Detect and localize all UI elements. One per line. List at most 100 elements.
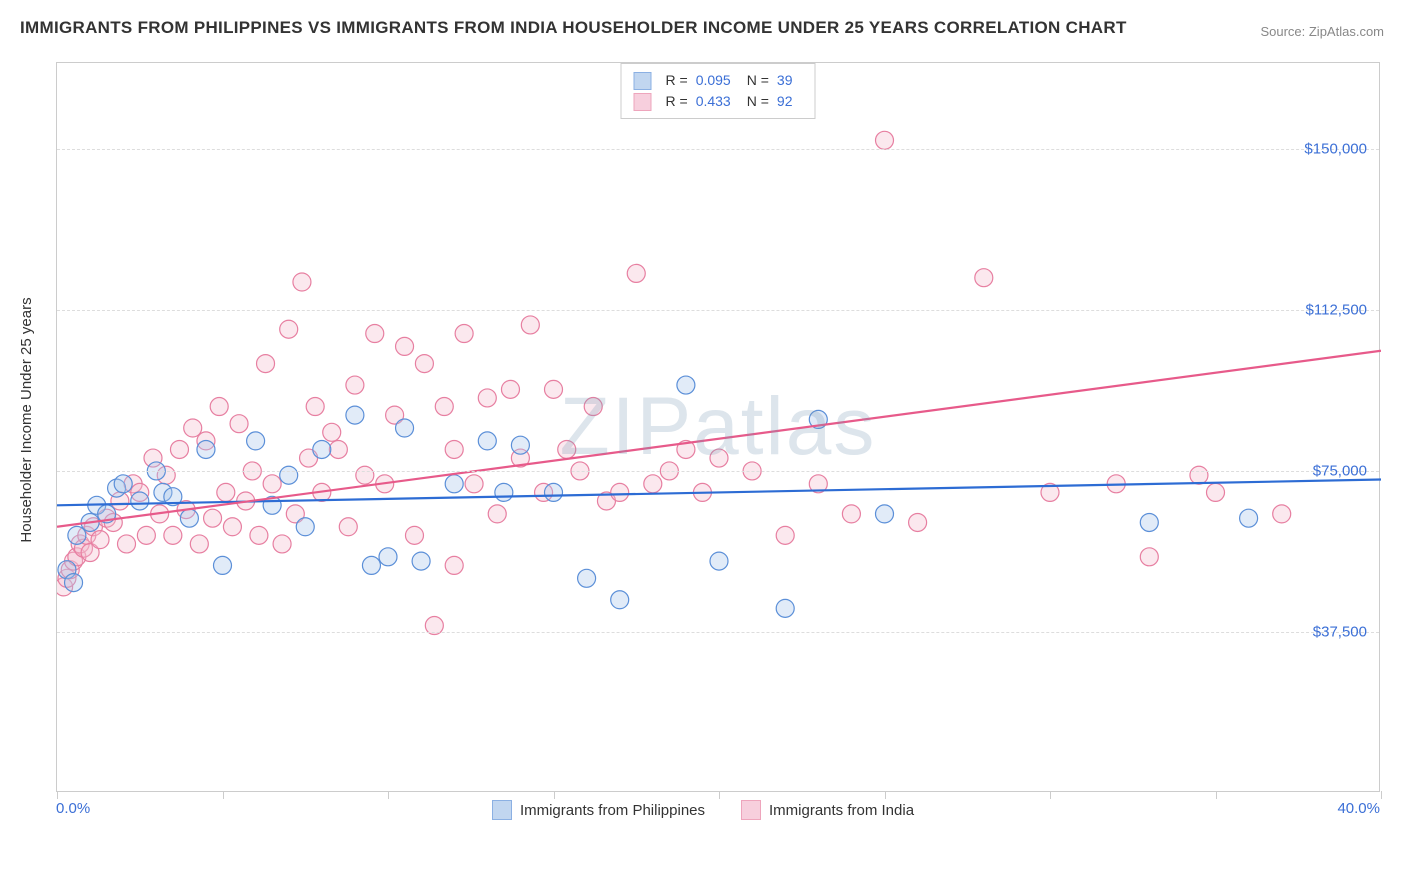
- data-point: [909, 513, 927, 531]
- data-point: [280, 320, 298, 338]
- stats-legend-row: R =0.095N =39: [634, 70, 803, 91]
- data-point: [465, 475, 483, 493]
- data-point: [1207, 483, 1225, 501]
- stats-legend: R = 0.095 N = 39R = 0.433 N = 92: [621, 63, 816, 119]
- data-point: [323, 423, 341, 441]
- data-point: [247, 432, 265, 450]
- data-point: [65, 574, 83, 592]
- data-point: [223, 518, 241, 536]
- legend-swatch: [634, 72, 652, 90]
- data-point: [356, 466, 374, 484]
- data-point: [455, 325, 473, 343]
- data-point: [501, 380, 519, 398]
- data-point: [339, 518, 357, 536]
- n-value: 92: [777, 91, 793, 112]
- n-label: N =: [747, 70, 769, 91]
- data-point: [975, 269, 993, 287]
- data-point: [346, 406, 364, 424]
- data-point: [558, 440, 576, 458]
- data-point: [545, 380, 563, 398]
- x-tick: [719, 791, 720, 799]
- n-label: N =: [747, 91, 769, 112]
- data-point: [611, 483, 629, 501]
- data-point: [677, 376, 695, 394]
- r-value: 0.095: [696, 70, 731, 91]
- data-point: [273, 535, 291, 553]
- data-point: [445, 556, 463, 574]
- data-point: [346, 376, 364, 394]
- legend-item: Immigrants from India: [741, 800, 914, 820]
- plot-area: ZIPatlas R =0.095N =39R =0.433N =92 $37,…: [56, 62, 1380, 792]
- data-point: [611, 591, 629, 609]
- data-point: [1140, 548, 1158, 566]
- data-point: [217, 483, 235, 501]
- chart-container: IMMIGRANTS FROM PHILIPPINES VS IMMIGRANT…: [0, 0, 1406, 892]
- x-tick: [1216, 791, 1217, 799]
- data-point: [257, 355, 275, 373]
- data-point: [263, 475, 281, 493]
- data-point: [495, 483, 513, 501]
- r-value: 0.433: [696, 91, 731, 112]
- data-point: [415, 355, 433, 373]
- data-point: [488, 505, 506, 523]
- data-point: [584, 398, 602, 416]
- data-point: [578, 569, 596, 587]
- data-point: [435, 398, 453, 416]
- x-tick: [223, 791, 224, 799]
- data-point: [329, 440, 347, 458]
- data-point: [627, 264, 645, 282]
- data-point: [776, 599, 794, 617]
- gridline: [57, 149, 1379, 150]
- data-point: [445, 440, 463, 458]
- data-point: [521, 316, 539, 334]
- legend-label: Immigrants from India: [769, 802, 914, 819]
- data-point: [842, 505, 860, 523]
- data-point: [396, 337, 414, 355]
- y-tick-label: $75,000: [1313, 462, 1367, 479]
- data-point: [197, 440, 215, 458]
- x-tick: [388, 791, 389, 799]
- data-point: [91, 531, 109, 549]
- legend-swatch: [741, 800, 761, 820]
- data-point: [1140, 513, 1158, 531]
- data-point: [296, 518, 314, 536]
- data-point: [118, 535, 136, 553]
- data-point: [396, 419, 414, 437]
- stats-legend-row: R = 0.433 N = 92: [634, 91, 803, 112]
- y-tick-label: $37,500: [1313, 623, 1367, 640]
- data-point: [190, 535, 208, 553]
- data-point: [306, 398, 324, 416]
- data-point: [1240, 509, 1258, 527]
- data-point: [180, 509, 198, 527]
- data-point: [776, 526, 794, 544]
- data-point: [710, 449, 728, 467]
- legend-label: Immigrants from Philippines: [520, 802, 705, 819]
- data-point: [362, 556, 380, 574]
- x-tick: [1381, 791, 1382, 799]
- chart-title: IMMIGRANTS FROM PHILIPPINES VS IMMIGRANT…: [20, 18, 1127, 38]
- data-point: [710, 552, 728, 570]
- x-tick: [554, 791, 555, 799]
- data-point: [405, 526, 423, 544]
- x-tick: [885, 791, 886, 799]
- data-point: [478, 389, 496, 407]
- data-point: [545, 483, 563, 501]
- gridline: [57, 471, 1379, 472]
- data-point: [379, 548, 397, 566]
- y-tick-label: $112,500: [1306, 301, 1367, 318]
- n-value: 39: [777, 70, 793, 91]
- scatter-svg: [57, 63, 1381, 793]
- data-point: [876, 131, 894, 149]
- y-axis-title: Householder Income Under 25 years: [18, 297, 35, 542]
- r-label: R =: [666, 91, 688, 112]
- data-point: [1190, 466, 1208, 484]
- source-attribution: Source: ZipAtlas.com: [1260, 24, 1384, 39]
- data-point: [114, 475, 132, 493]
- data-point: [131, 492, 149, 510]
- data-point: [204, 509, 222, 527]
- data-point: [445, 475, 463, 493]
- x-tick: [1050, 791, 1051, 799]
- series-legend: Immigrants from Philippines Immigrants fr…: [0, 800, 1406, 824]
- data-point: [313, 440, 331, 458]
- data-point: [170, 440, 188, 458]
